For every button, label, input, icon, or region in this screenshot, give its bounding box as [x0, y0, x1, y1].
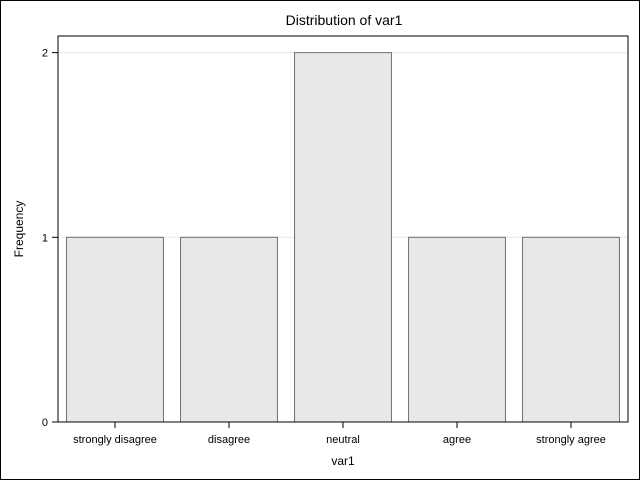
bar [294, 52, 392, 423]
x-tick-label: neutral [326, 434, 360, 446]
bar [180, 236, 278, 423]
x-axis-ticks: strongly disagree disagree neutral agree str… [73, 422, 606, 446]
x-tick-label: strongly agree [536, 434, 606, 446]
x-axis-label: var1 [331, 454, 355, 468]
y-axis-ticks: 0 1 2 [42, 48, 58, 429]
x-tick-label: disagree [208, 434, 250, 446]
y-tick-label: 0 [42, 417, 48, 429]
x-tick-label: strongly disagree [73, 434, 157, 446]
bars [66, 52, 620, 423]
y-axis-label: Frequency [12, 201, 26, 258]
bar [66, 236, 164, 423]
chart-title: Distribution of var1 [286, 12, 403, 28]
bar [522, 236, 620, 423]
bar [408, 236, 506, 423]
y-tick-label: 2 [42, 48, 48, 60]
y-tick-label: 1 [42, 232, 48, 244]
x-tick-label: agree [443, 434, 471, 446]
